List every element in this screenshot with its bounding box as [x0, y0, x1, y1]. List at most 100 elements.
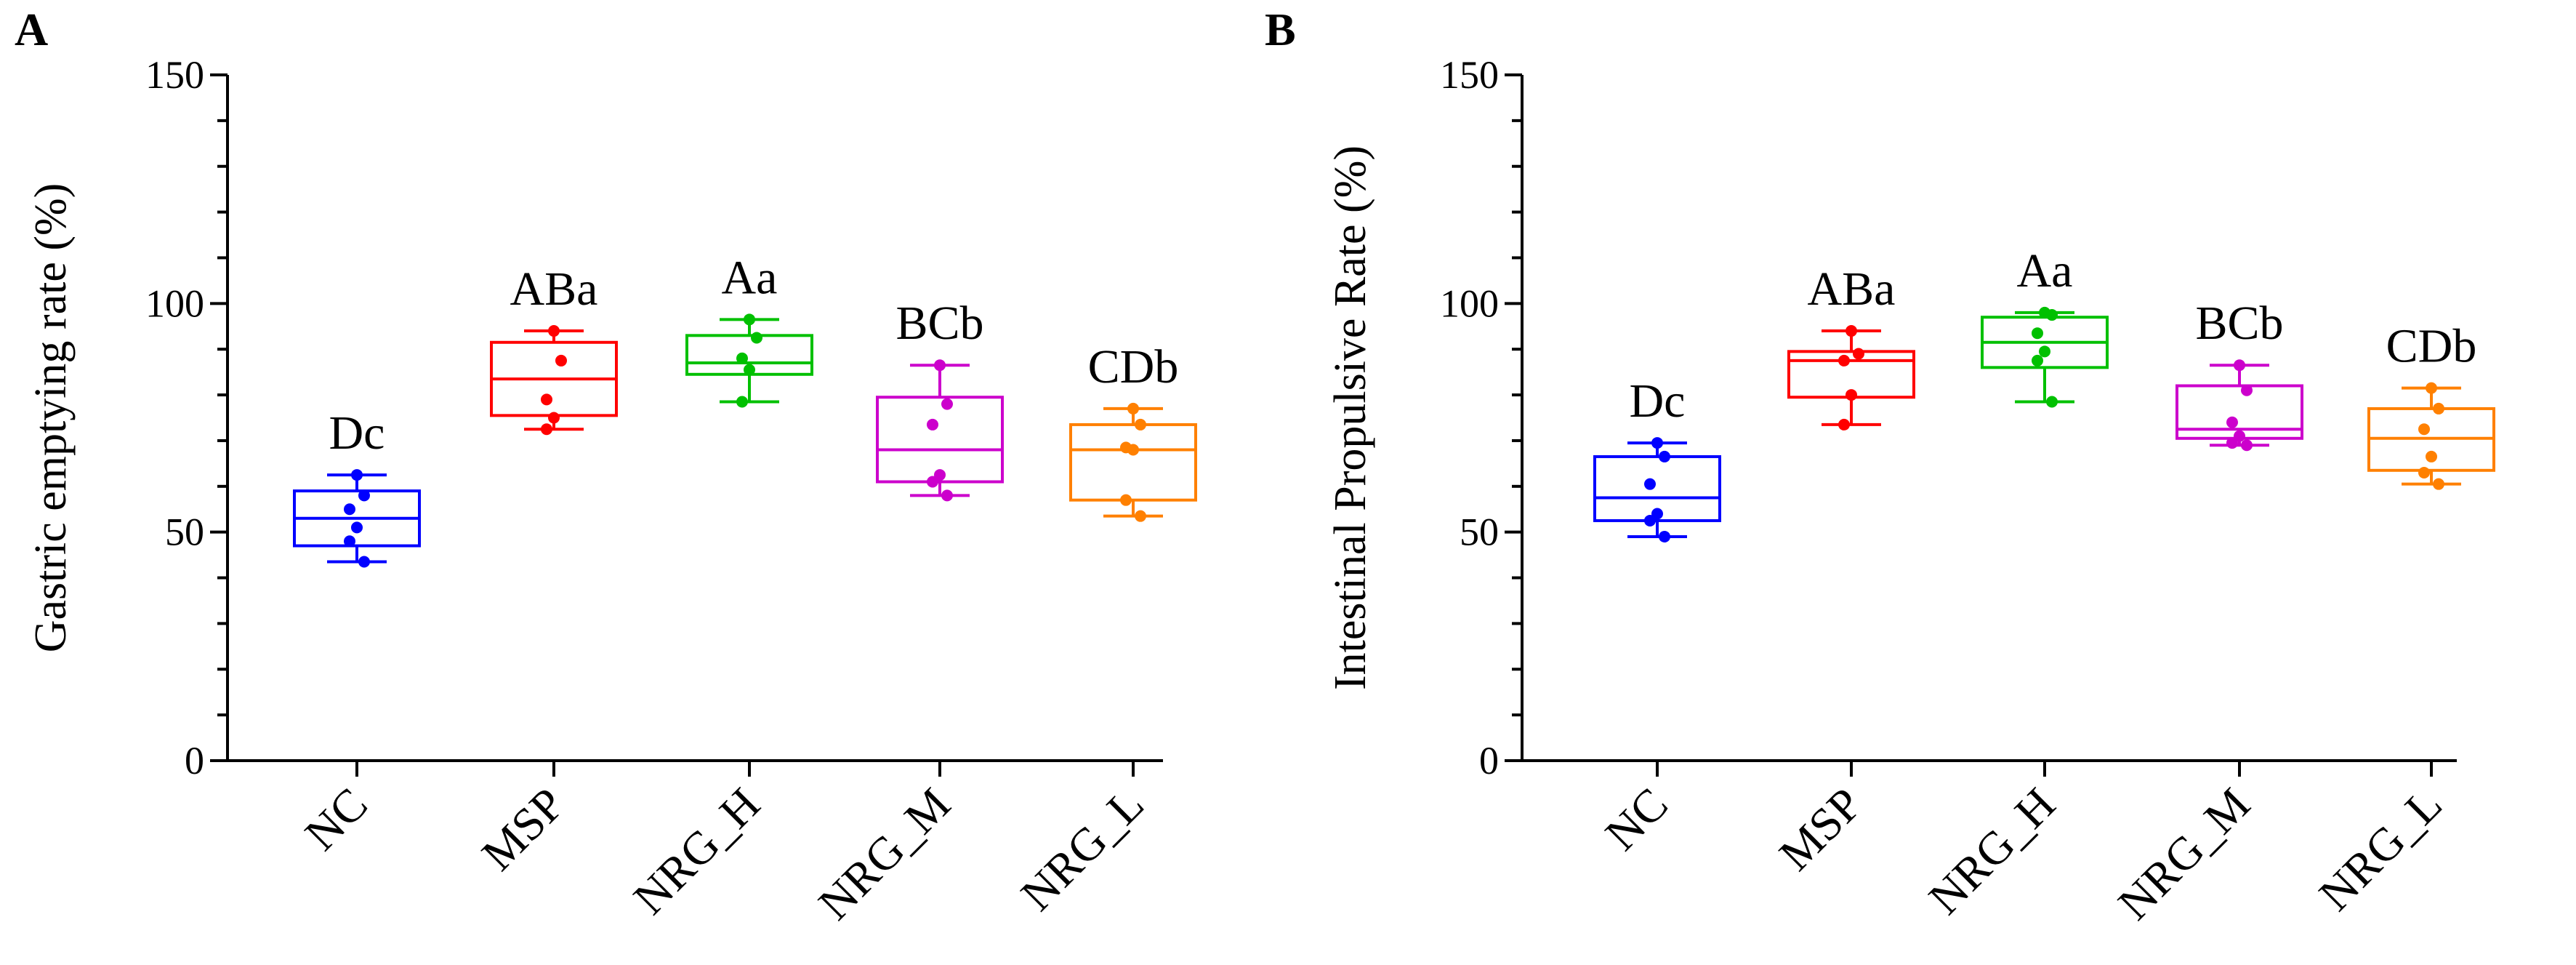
box-nrg-h: Aa	[1981, 244, 2109, 408]
y-tick-label: 150	[1440, 53, 1499, 97]
data-point	[2039, 345, 2050, 358]
data-point	[358, 489, 370, 502]
data-point	[1846, 325, 1857, 337]
data-point	[927, 476, 938, 488]
x-tick-label: NRG_M	[808, 778, 960, 930]
data-point	[1659, 530, 1670, 542]
data-point	[1127, 444, 1139, 456]
y-tick-label: 50	[165, 510, 204, 554]
data-point	[2241, 384, 2253, 396]
data-point	[1135, 418, 1146, 431]
data-point	[1120, 494, 1132, 506]
data-point	[736, 396, 748, 408]
y-tick-label: 50	[1460, 510, 1499, 554]
chart-panel-a: A 0 50 100 150 Gastric emptying rate (%) NC MSP…	[15, 4, 1197, 930]
data-point	[2418, 466, 2430, 479]
data-point	[2226, 416, 2238, 428]
x-tick-label: MSP	[472, 778, 574, 881]
data-point	[2426, 450, 2437, 463]
data-point	[2226, 437, 2238, 449]
data-point	[541, 423, 552, 436]
box-nrg-h: Aa	[685, 251, 813, 408]
data-point	[934, 469, 946, 481]
data-point	[941, 398, 953, 410]
panel-label: A	[15, 4, 48, 55]
data-point	[2241, 439, 2253, 452]
data-point	[1651, 508, 1663, 520]
data-point	[2234, 359, 2245, 372]
x-tick-label: NRG_H	[624, 778, 770, 924]
data-point	[2418, 423, 2430, 436]
data-point	[358, 556, 370, 568]
data-point	[751, 332, 762, 344]
data-point	[736, 352, 748, 364]
data-point	[1838, 418, 1850, 431]
significance-label: BCb	[2195, 297, 2283, 350]
significance-label: Dc	[1630, 375, 1686, 428]
data-point	[1853, 348, 1864, 360]
box-nrg-m: BCb	[876, 297, 1004, 502]
y-axis-title: Intestinal Propulsive Rate (%)	[1326, 145, 1375, 690]
iqr-box	[876, 396, 1004, 484]
box-nrg-m: BCb	[2175, 297, 2303, 452]
data-point	[2426, 382, 2437, 394]
box-nrg-l: CDb	[1069, 340, 1197, 522]
data-point	[941, 489, 953, 502]
box-msp: ABa	[490, 263, 618, 436]
y-tick-label: 100	[1440, 281, 1499, 325]
significance-label: CDb	[1088, 340, 1179, 393]
data-point	[2234, 430, 2245, 442]
significance-label: ABa	[1808, 263, 1896, 316]
data-point	[2046, 309, 2058, 321]
x-tick-label: NC	[1595, 778, 1678, 860]
x-tick-label: NRG_L	[2309, 778, 2452, 921]
data-point	[2032, 354, 2043, 367]
data-point	[1651, 437, 1663, 449]
data-point	[2032, 327, 2043, 340]
data-point	[548, 412, 560, 424]
x-tick-label: NRG_H	[1919, 778, 2065, 924]
data-point	[744, 313, 755, 326]
significance-label: ABa	[510, 263, 598, 316]
data-point	[934, 359, 946, 372]
significance-label: CDb	[2386, 320, 2477, 373]
x-tick-label: NRG_L	[1011, 778, 1154, 921]
box-nc: Dc	[293, 407, 421, 568]
significance-label: Aa	[722, 251, 778, 304]
data-point	[1644, 514, 1656, 526]
data-point	[2433, 478, 2444, 490]
data-point	[344, 503, 355, 516]
box-nrg-l: CDb	[2367, 320, 2495, 490]
data-point	[927, 418, 938, 431]
data-point	[351, 469, 363, 481]
data-point	[2046, 396, 2058, 408]
significance-label: Aa	[2017, 244, 2073, 297]
x-tick-label: NRG_M	[2108, 778, 2260, 930]
y-tick-label: 0	[1479, 739, 1499, 782]
y-axis-title: Gastric emptying rate (%)	[26, 183, 76, 653]
iqr-box	[1593, 455, 1721, 522]
iqr-box	[1069, 423, 1197, 502]
data-point	[344, 535, 355, 548]
data-point	[2433, 402, 2444, 415]
data-point	[1838, 354, 1850, 367]
significance-label: Dc	[329, 407, 385, 460]
data-point	[744, 364, 755, 376]
y-tick-label: 0	[185, 739, 204, 782]
data-point	[555, 354, 567, 367]
chart-panel-b: B 0 50 100 150 Intestinal Propulsive Rate (%)…	[1265, 4, 2495, 930]
panel-label: B	[1265, 4, 1296, 55]
data-point	[1659, 450, 1670, 463]
y-tick-label: 100	[145, 281, 204, 325]
data-point	[1644, 478, 1656, 490]
data-point	[1135, 510, 1146, 522]
data-point	[1846, 389, 1857, 401]
x-tick-label: NC	[295, 778, 377, 860]
data-point	[1127, 402, 1139, 415]
box-nc: Dc	[1593, 375, 1721, 542]
data-point	[541, 393, 552, 406]
x-tick-label: MSP	[1769, 778, 1872, 881]
y-tick-label: 150	[145, 53, 204, 97]
box-msp: ABa	[1787, 263, 1915, 431]
